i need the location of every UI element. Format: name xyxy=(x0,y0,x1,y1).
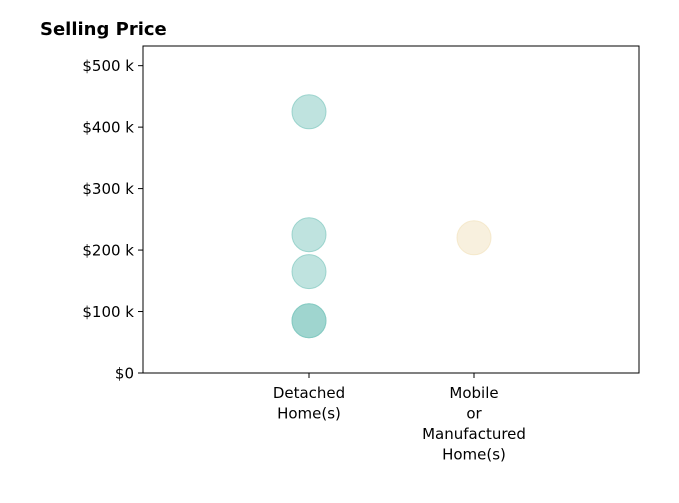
y-tick-label: $100 k xyxy=(82,303,134,321)
y-tick-label: $300 k xyxy=(82,180,134,198)
x-tick-label: Detached Home(s) xyxy=(273,384,345,423)
y-tick-label: $400 k xyxy=(82,119,134,137)
data-point xyxy=(291,94,327,130)
data-point xyxy=(456,220,492,256)
y-tick-label: $0 xyxy=(115,365,134,383)
plot-frame xyxy=(142,45,640,374)
y-axis: $0 $100 k $200 k $300 k $400 k $500 k xyxy=(82,57,143,383)
x-tick-label: Mobile or Manufactured Home(s) xyxy=(422,384,526,464)
chart-title: Selling Price xyxy=(40,19,167,40)
data-point xyxy=(291,254,327,290)
y-tick-label: $500 k xyxy=(82,57,134,75)
data-point xyxy=(291,217,327,253)
y-tick-label: $200 k xyxy=(82,242,134,260)
data-points xyxy=(291,94,492,339)
data-point xyxy=(291,303,327,339)
x-axis: Detached Home(s) Mobile or Manufactured Home(… xyxy=(273,373,526,464)
